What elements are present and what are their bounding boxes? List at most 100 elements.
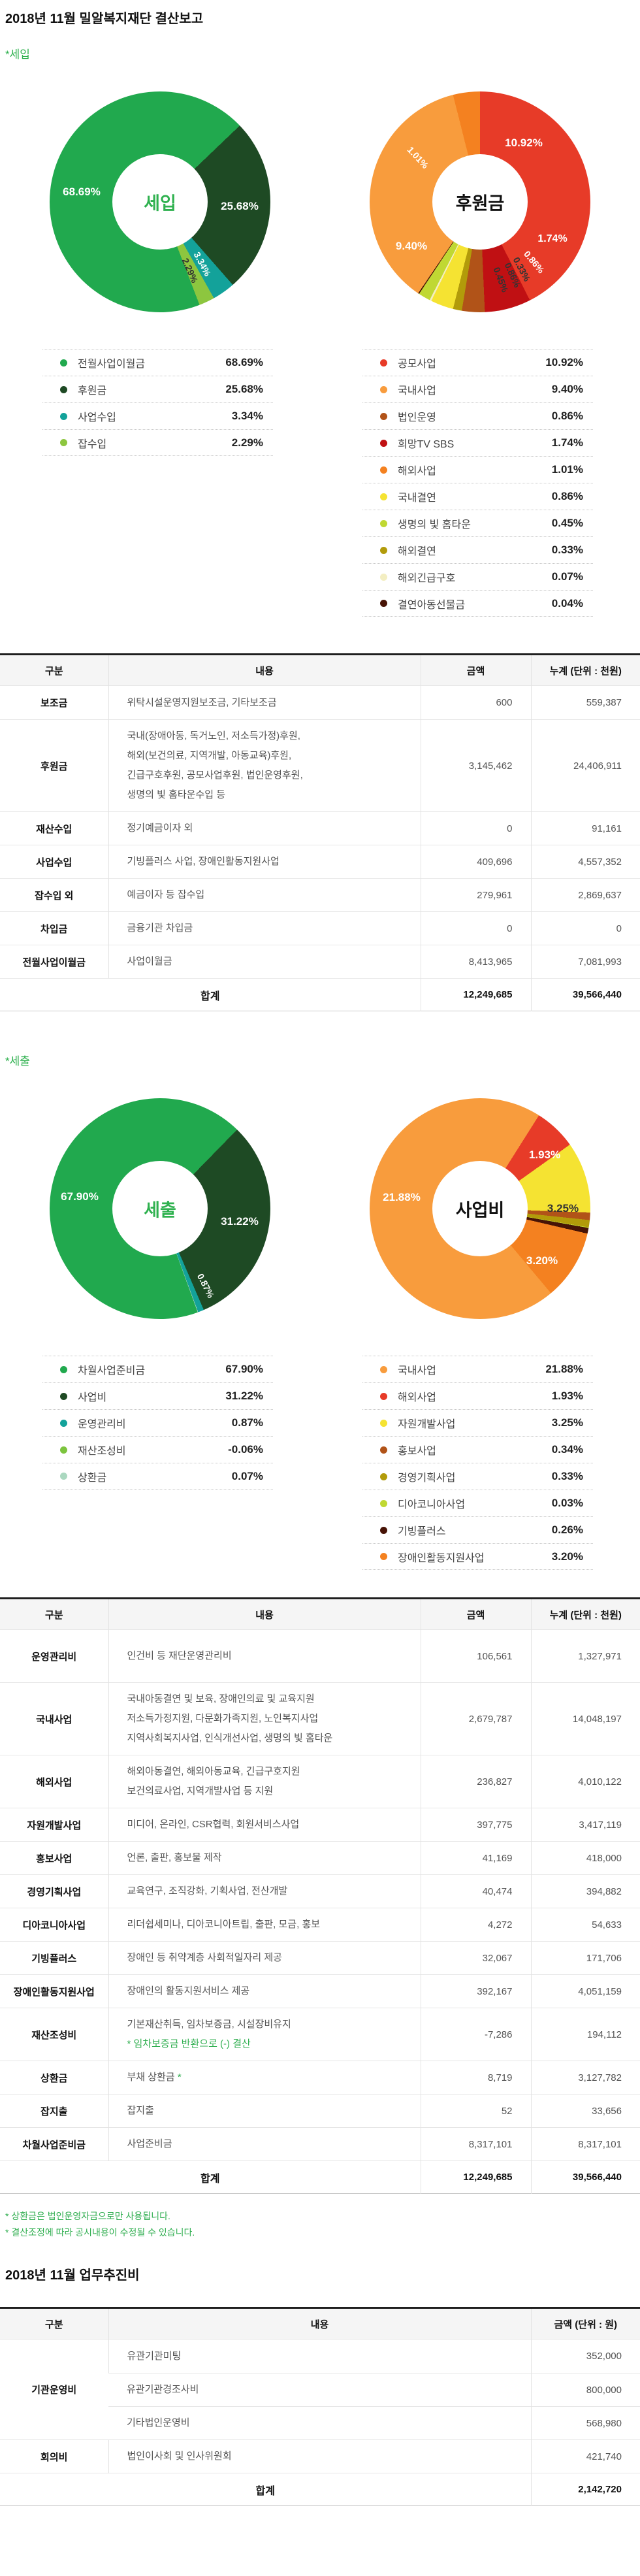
table-row: 회의비 법인이사회 및 인사위원회 421,740 — [0, 2439, 640, 2473]
desc-line: 지역사회복지사업, 인식개선사업, 생명의 빛 홈타운 — [127, 1733, 333, 1744]
total-label-cell: 합계 — [0, 2473, 531, 2506]
cumulative-cell: 4,010,122 — [530, 1755, 640, 1808]
legend-item: 해외사업 1.01% — [362, 456, 593, 483]
donut-ring: 후원금 — [370, 91, 590, 312]
category-cell: 운영관리비 — [0, 1629, 108, 1683]
table-desc-cell: 인건비 등 재단운영관리비 — [108, 1629, 421, 1683]
legend-item: 후원금 25.68% — [42, 376, 273, 402]
column-header: 금액 (단위 : 원) — [530, 2307, 640, 2340]
category-cell: 잡수입 외 — [0, 878, 108, 912]
legend-color-dot — [380, 546, 387, 554]
cumulative-cell: 91,161 — [530, 811, 640, 845]
legend-label: 장애인활동지원사업 — [398, 1552, 485, 1564]
legend-color-dot — [380, 1526, 387, 1534]
legend-label: 사업수입 — [78, 412, 116, 423]
slice-value-label: 31.22% — [221, 1215, 259, 1228]
cumulative-cell: 0 — [530, 911, 640, 945]
legend-color-dot — [60, 1446, 67, 1454]
legend-color-dot — [380, 412, 387, 420]
expense-charts-row: 세출 67.90% 31.22% 0.87% 사업비 21.88% 1.93% 3.25% 3… — [0, 1068, 640, 1349]
desc-line: 국내(장애아동, 독거노인, 저소득가정)후원, — [127, 730, 300, 742]
desc-line: 장애인 등 취약계층 사회적일자리 제공 — [127, 1952, 282, 1963]
legend-color-dot — [380, 1553, 387, 1560]
desc-line: 기본재산취득, 임차보증금, 시설장비유지 — [127, 2019, 291, 2030]
desc-line: 인건비 등 재단운영관리비 — [127, 1650, 232, 1661]
desc-line: 교육연구, 조직강화, 기획사업, 전산개발 — [127, 1885, 288, 1897]
donut-center-label: 사업비 — [455, 1200, 505, 1220]
donut-ring: 사업비 — [370, 1098, 590, 1319]
desc-line: 국내아동결연 및 보육, 장애인의료 및 교육지원 — [127, 1693, 315, 1704]
legend-color-dot — [60, 412, 67, 420]
footnote-repayment: * 상환금은 법인운영자금으로만 사용됩니다. — [5, 2211, 170, 2221]
legend-value: 0.86% — [551, 490, 583, 502]
legend-value: 3.34% — [231, 410, 263, 422]
legend-item: 차월사업준비금 67.90% — [42, 1356, 273, 1382]
legend-color-dot — [380, 573, 387, 581]
legend-label: 상환금 — [78, 1472, 107, 1484]
column-header: 구분 — [0, 1598, 108, 1630]
legend-value: 25.68% — [225, 383, 263, 395]
table-row: 후원금 국내(장애아동, 독거노인, 저소득가정)후원, 해외(보건의료, 지역개발… — [0, 719, 640, 812]
legend-label: 희망TV SBS — [398, 439, 455, 450]
desc-line: 부채 상환금 * — [127, 2072, 182, 2083]
donut-ring: 세입 — [50, 91, 270, 312]
table-row: 재산조성비 기본재산취득, 임차보증금, 시설장비유지 * 임차보증금 반환으로 (… — [0, 2008, 640, 2061]
cumulative-cell: 8,317,101 — [530, 2127, 640, 2161]
legend-color-dot — [60, 385, 67, 393]
category-cell: 장애인활동지원사업 — [0, 1974, 108, 2008]
legend-value: 67.90% — [225, 1363, 263, 1375]
cumulative-cell: 559,387 — [530, 685, 640, 720]
amount-cell: 568,980 — [530, 2406, 640, 2440]
legend-label: 국내사업 — [398, 385, 436, 397]
legend-item: 경영기획사업 0.33% — [362, 1463, 593, 1490]
slice-value-label: 21.88% — [383, 1191, 421, 1203]
legend-value: 0.45% — [551, 517, 583, 529]
category-cell: 차월사업준비금 — [0, 2127, 108, 2161]
amount-cell: 0 — [420, 811, 531, 845]
desc-line: 금융기관 차입금 — [127, 922, 193, 934]
table-row: 차입금 금융기관 차입금 0 0 — [0, 911, 640, 945]
slice-value-label: 9.40% — [395, 240, 428, 252]
category-cell: 자원개발사업 — [0, 1808, 108, 1842]
desc-line: 기빙플러스 사업, 장애인활동지원사업 — [127, 856, 280, 867]
legend-item: 생명의 빛 홈타운 0.45% — [362, 510, 593, 536]
amount-cell: 41,169 — [420, 1841, 531, 1875]
amount-cell: 52 — [420, 2094, 531, 2128]
cumulative-cell: 394,882 — [530, 1874, 640, 1908]
table-row: 보조금 위탁시설운영지원보조금, 기타보조금 600 559,387 — [0, 685, 640, 720]
category-cell: 기관운영비 — [0, 2339, 108, 2440]
desc-line: 장애인의 활동지원서비스 제공 — [127, 1985, 250, 1997]
revenue-legend: 전월사업이월금 68.69% 후원금 25.68% 사업수입 3.34% 잡수입 2.29% — [42, 349, 273, 456]
category-cell: 해외사업 — [0, 1755, 108, 1808]
promo-expense-table: 구분 내용 금액 (단위 : 원) 기관운영비 유관기관미팅 352,000 유관기관경조사… — [0, 2307, 640, 2506]
table-row: 운영관리비 인건비 등 재단운영관리비 106,561 1,327,971 — [0, 1629, 640, 1683]
desc-line: 긴급구호후원, 공모사업후원, 법인운영후원, — [127, 770, 303, 781]
category-cell: 상환금 — [0, 2061, 108, 2095]
table-row: 디아코니아사업 리더쉽세미나, 디아코니아트립, 출판, 모금, 홍보 4,272 5… — [0, 1908, 640, 1942]
legend-value: 0.26% — [551, 1524, 583, 1536]
column-header: 금액 — [420, 1598, 531, 1630]
table-row: 자원개발사업 미디어, 온라인, CSR협력, 회원서비스사업 397,775 3,4… — [0, 1808, 640, 1842]
desc-line: 해외아동결연, 해외아동교육, 긴급구호지원 — [127, 1766, 300, 1777]
column-header: 누계 (단위 : 천원) — [530, 654, 640, 686]
table-desc-cell: 예금이자 등 잡수입 — [108, 878, 421, 912]
desc-line: 생명의 빛 홈타운수입 등 — [127, 789, 226, 800]
legend-item: 해외긴급구호 0.07% — [362, 563, 593, 590]
table-row: 경영기획사업 교육연구, 조직강화, 기획사업, 전산개발 40,474 394,88… — [0, 1874, 640, 1908]
legend-value: 31.22% — [225, 1390, 263, 1402]
legend-color-dot — [380, 1419, 387, 1427]
legend-item: 해외결연 0.33% — [362, 536, 593, 563]
total-amount-cell: 12,249,685 — [420, 2160, 531, 2194]
legend-item: 해외사업 1.93% — [362, 1382, 593, 1409]
legend-value: 0.03% — [551, 1497, 583, 1509]
amount-cell: 2,679,787 — [420, 1682, 531, 1755]
table-row: 잡수입 외 예금이자 등 잡수입 279,961 2,869,637 — [0, 878, 640, 912]
section-expense-label: *세출 — [5, 1055, 30, 1068]
legend-label: 운영관리비 — [78, 1419, 126, 1430]
amount-cell: 397,775 — [420, 1808, 531, 1842]
legend-label: 해외결연 — [398, 546, 436, 557]
legend-color-dot — [380, 466, 387, 474]
legend-color-dot — [380, 600, 387, 607]
legend-value: 0.33% — [551, 1470, 583, 1482]
table-row: 국내사업 국내아동결연 및 보육, 장애인의료 및 교육지원 저소득가정지원, 다문… — [0, 1682, 640, 1755]
